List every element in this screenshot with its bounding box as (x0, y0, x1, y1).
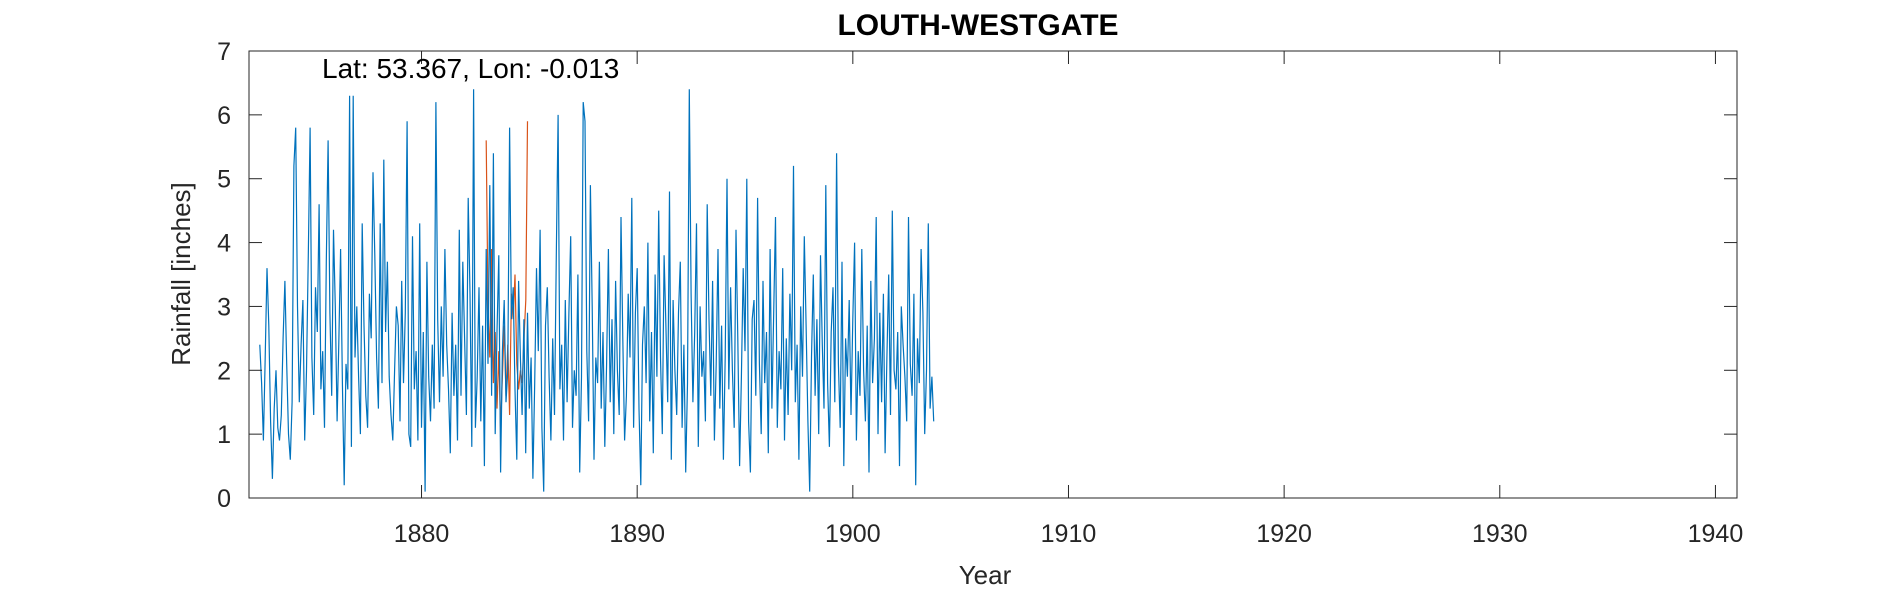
y-tick-label: 3 (217, 293, 231, 321)
x-tick-label: 1900 (825, 520, 881, 548)
y-tick-label: 5 (217, 166, 231, 194)
x-tick-label: 1890 (609, 520, 665, 548)
rainfall-series-1 (259, 89, 935, 492)
location-annotation: Lat: 53.367, Lon: -0.013 (322, 53, 619, 84)
series-layer (259, 89, 935, 492)
axis-ticks: 0 1 2 3 4 5 6 7 1880 1890 1900 1910 1920 1930 1940 (217, 38, 1743, 548)
plot-frame (248, 50, 1738, 499)
y-tick-label: 2 (217, 357, 231, 385)
x-tick-label: 1930 (1472, 520, 1528, 548)
y-tick-label: 7 (217, 38, 231, 66)
x-tick-label: 1880 (394, 520, 450, 548)
chart-title: LOUTH-WESTGATE (837, 9, 1118, 42)
y-tick-label: 4 (217, 230, 231, 258)
x-tick-label: 1920 (1256, 520, 1312, 548)
y-tick-label: 0 (217, 485, 231, 513)
y-tick-label: 6 (217, 102, 231, 130)
x-tick-label: 1940 (1688, 520, 1744, 548)
y-axis-label: Rainfall [inches] (166, 182, 196, 366)
y-tick-label: 1 (217, 421, 231, 449)
x-tick-label: 1910 (1041, 520, 1097, 548)
x-axis-label: Year (959, 560, 1012, 590)
